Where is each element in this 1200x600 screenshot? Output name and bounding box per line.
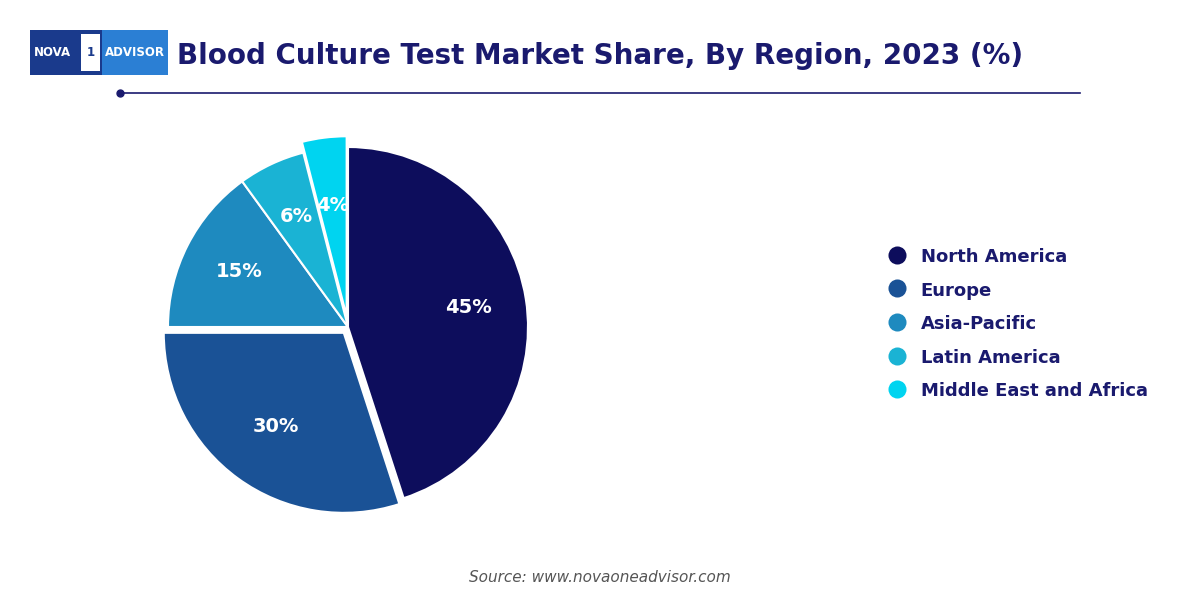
Text: 4%: 4% (316, 196, 349, 215)
Text: 45%: 45% (445, 298, 492, 317)
Wedge shape (348, 147, 528, 498)
Text: Source: www.novaoneadvisor.com: Source: www.novaoneadvisor.com (469, 570, 731, 585)
FancyBboxPatch shape (30, 30, 102, 75)
Wedge shape (242, 152, 348, 327)
Text: ADVISOR: ADVISOR (104, 46, 164, 59)
Text: Blood Culture Test Market Share, By Region, 2023 (%): Blood Culture Test Market Share, By Regi… (176, 42, 1024, 70)
Text: 15%: 15% (216, 262, 263, 281)
Text: 6%: 6% (280, 207, 312, 226)
Wedge shape (168, 181, 348, 327)
Legend: North America, Europe, Asia-Pacific, Latin America, Middle East and Africa: North America, Europe, Asia-Pacific, Lat… (881, 241, 1154, 407)
FancyBboxPatch shape (102, 30, 168, 75)
Text: NOVA: NOVA (34, 46, 71, 59)
Wedge shape (163, 333, 400, 513)
FancyBboxPatch shape (82, 34, 100, 71)
Wedge shape (302, 136, 347, 316)
Text: 1: 1 (86, 46, 95, 59)
Text: 30%: 30% (253, 416, 299, 436)
